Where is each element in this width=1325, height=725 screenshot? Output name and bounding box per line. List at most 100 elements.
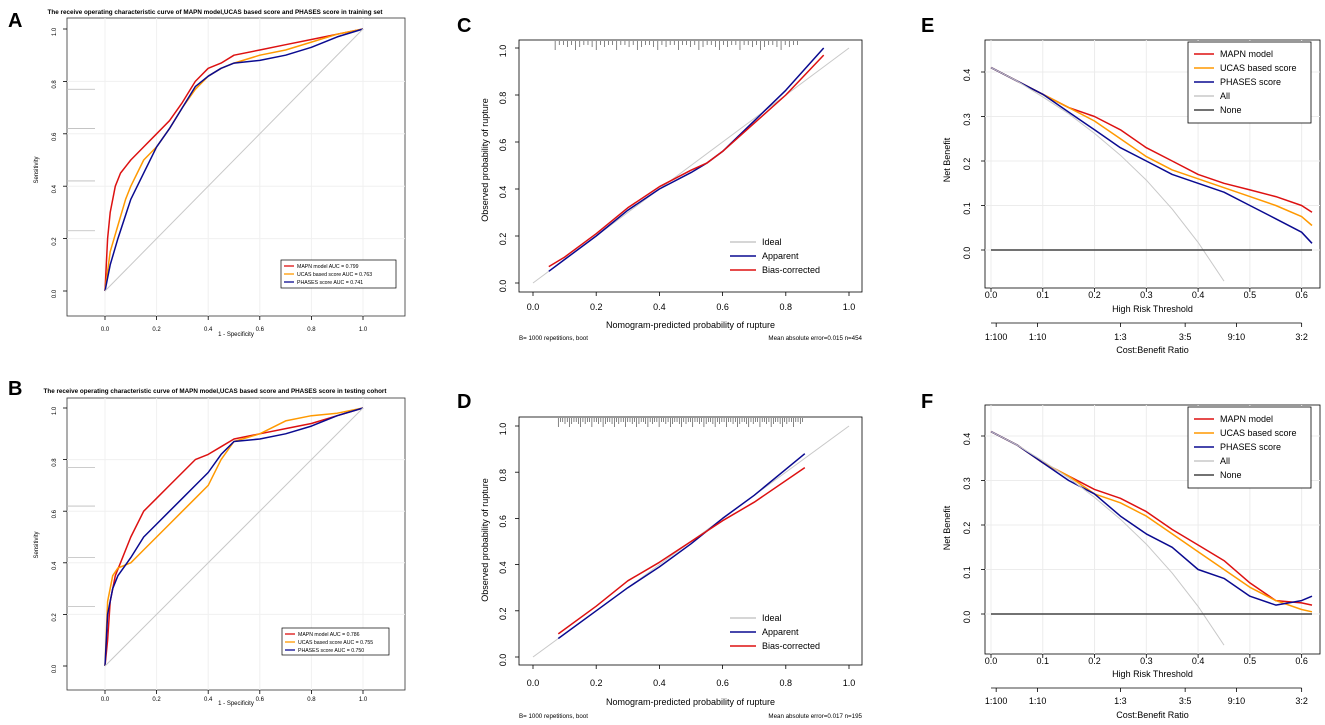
panel-a-legend-box [280, 259, 397, 289]
panel-f-frame [984, 404, 1321, 655]
panel-c-ytick-label: 0.8 [498, 92, 508, 105]
panel-a-ylabel: Sensitivity [34, 156, 40, 183]
panel-c-series-apparent [548, 47, 825, 272]
panel-a-ytick-label: 1.0 [52, 27, 58, 36]
panel-d-ylabel: Observed probability of rupture [480, 478, 490, 602]
panel-f-series-phases-score [990, 430, 1313, 606]
panel-f-x2tick-label: 3:2 [1295, 696, 1308, 706]
panel-a-legend-label: PHASES score AUC = 0.741 [297, 280, 363, 286]
panel-c-xtick-label: 0.6 [716, 302, 729, 312]
panel-b-xtick-label: 0.6 [256, 697, 265, 703]
panel-d-legend-label: Apparent [762, 627, 799, 637]
panel-d-xtick-label: 0.2 [590, 678, 603, 688]
panel-label-c: C [457, 15, 472, 37]
panel-a-xtick-label: 1.0 [359, 327, 368, 333]
panel-e-legend-label: PHASES score [1220, 77, 1281, 87]
panel-b-ytick-label: 0.0 [52, 664, 58, 673]
panel-f-x2tick-label: 9:10 [1228, 696, 1246, 706]
panel-e-series-phases-score [990, 66, 1313, 244]
panel-e-xtick-label: 0.2 [1088, 290, 1101, 300]
panel-e-xtick-label: 0.1 [1037, 290, 1050, 300]
panel-b-xtick-label: 0.8 [307, 697, 316, 703]
panel-c-legend-label: Ideal [762, 237, 782, 247]
panel-e-x2tick-label: 1:10 [1029, 332, 1047, 342]
panel-d-xtick-label: 0.8 [780, 678, 793, 688]
panel-f-x2tick-label: 1:3 [1114, 696, 1127, 706]
panel-d-xtick-label: 0.0 [527, 678, 540, 688]
panel-f-xtick-label: 0.6 [1295, 656, 1308, 666]
panel-d-ytick-label: 0.0 [498, 654, 508, 667]
panel-a-series-mapn-model [104, 28, 364, 292]
panel-a-ytick-label: 0.2 [52, 237, 58, 246]
panel-f-ytick-label: 0.4 [962, 433, 972, 446]
panel-e-x2tick-label: 3:5 [1179, 332, 1192, 342]
panel-e-ytick-label: 0.2 [962, 158, 972, 171]
panel-f-x2tick-label: 1:10 [1029, 696, 1047, 706]
panel-e-xtick-label: 0.5 [1244, 290, 1257, 300]
panel-b-title: The receive operating characteristic cur… [44, 388, 388, 395]
panel-b-xtick-label: 0.0 [101, 697, 110, 703]
panel-b-ytick-label: 0.4 [52, 561, 58, 570]
panel-c-footnote-left: B= 1000 repetitions, boot [519, 335, 588, 342]
panel-c-ytick-label: 0.4 [498, 186, 508, 199]
panel-b-ytick-label: 0.2 [52, 613, 58, 622]
panel-label-e: E [921, 15, 935, 37]
panel-b-series-mapn-model [104, 407, 364, 667]
panel-c-rug [554, 41, 798, 50]
panel-e-frame [984, 39, 1321, 289]
panel-e-xtick-label: 0.4 [1192, 290, 1205, 300]
panel-b-series-phases-score [104, 407, 364, 667]
panel-a-ytick-label: 0.8 [52, 80, 58, 89]
panel-c-xtick-label: 0.0 [527, 302, 540, 312]
panel-d-footnote-left: B= 1000 repetitions, boot [519, 713, 588, 720]
panel-e-xtick-label: 0.6 [1295, 290, 1308, 300]
panel-e-legend-label: None [1220, 105, 1242, 115]
panel-c-ytick-label: 0.6 [498, 139, 508, 152]
panel-c-frame [518, 39, 863, 293]
panel-b-xtick-label: 0.4 [204, 697, 213, 703]
panel-f-ytick-label: 0.0 [962, 611, 972, 624]
panel-f-legend-label: None [1220, 470, 1242, 480]
panel-d-ytick-label: 0.8 [498, 469, 508, 482]
panel-d-rug [557, 418, 803, 427]
panel-f-legend-label: PHASES score [1220, 442, 1281, 452]
panel-e-ytick-label: 0.1 [962, 202, 972, 215]
panel-b-xtick-label: 1.0 [359, 697, 368, 703]
panel-f-xtick-label: 0.1 [1037, 656, 1050, 666]
panel-c-legend-label: Bias-corrected [762, 265, 820, 275]
panel-label-d: D [457, 391, 472, 413]
panel-f-ytick-label: 0.1 [962, 566, 972, 579]
panel-e-ytick-label: 0.3 [962, 113, 972, 126]
panel-d-xtick-label: 0.6 [716, 678, 729, 688]
panel-a-series-reference [104, 28, 364, 292]
panel-f-xtick-label: 0.5 [1244, 656, 1257, 666]
panel-d-series-bias-corrected [557, 466, 806, 635]
panel-f-xtick-label: 0.4 [1192, 656, 1205, 666]
panel-c-ytick-label: 0.2 [498, 233, 508, 246]
panel-a-xtick-label: 0.0 [101, 327, 110, 333]
panel-f-xlabel: High Risk Threshold [1112, 669, 1193, 679]
panel-d-ytick-label: 1.0 [498, 423, 508, 436]
panel-f-xtick-label: 0.0 [985, 656, 998, 666]
panel-c-ylabel: Observed probability of rupture [480, 98, 490, 222]
panel-c-xtick-label: 0.4 [653, 302, 666, 312]
panel-d-legend-label: Bias-corrected [762, 641, 820, 651]
panel-b-series-reference [104, 407, 364, 667]
panel-b-legend-label: UCAS based score AUC = 0.755 [298, 640, 373, 646]
panel-f-ytick-label: 0.3 [962, 477, 972, 490]
panel-e-xtick-label: 0.3 [1140, 290, 1153, 300]
panel-e-x2tick-label: 1:3 [1114, 332, 1127, 342]
panel-b-ytick-label: 0.8 [52, 458, 58, 467]
panel-d-legend-label: Ideal [762, 613, 782, 623]
panel-f-x2label: Cost:Benefit Ratio [1116, 710, 1189, 720]
panel-f-legend-label: MAPN model [1220, 414, 1273, 424]
panel-e-xtick-label: 0.0 [985, 290, 998, 300]
panel-e-x2tick-label: 1:100 [985, 332, 1008, 342]
panel-b-legend-label: MAPN model AUC = 0.786 [298, 632, 360, 638]
panel-c-series-bias-corrected [548, 54, 825, 268]
panel-e-legend-label: UCAS based score [1220, 63, 1297, 73]
panel-e-legend-label: MAPN model [1220, 49, 1273, 59]
panel-label-b: B [8, 378, 23, 400]
panel-e-ytick-label: 0.4 [962, 69, 972, 82]
